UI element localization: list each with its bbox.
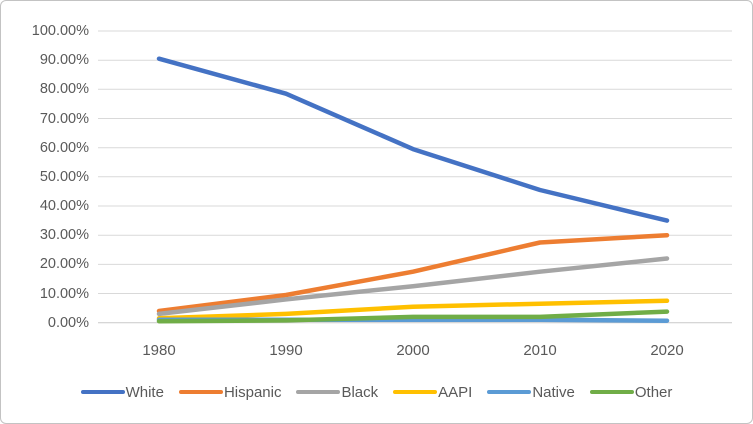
y-tick-label: 40.00% xyxy=(39,198,89,215)
series-line-hispanic xyxy=(156,232,670,314)
legend-item-hispanic: Hispanic xyxy=(178,383,282,401)
legend-swatch-icon xyxy=(296,389,341,395)
legend-label: Hispanic xyxy=(223,383,282,401)
legend-item-white: White xyxy=(80,383,164,401)
legend-item-other: Other xyxy=(589,383,673,401)
legend-label: Native xyxy=(532,383,575,401)
x-tick-label: 1990 xyxy=(269,342,303,359)
legend-label: AAPI xyxy=(438,383,473,401)
legend-item-black: Black xyxy=(296,384,378,401)
legend-swatch-icon xyxy=(80,389,125,395)
legend-swatch-icon xyxy=(487,389,532,395)
legend-swatch-icon xyxy=(393,389,438,395)
legend-swatch-icon xyxy=(589,389,634,395)
legend-item-native: Native xyxy=(487,384,575,401)
series-line-black xyxy=(156,256,670,317)
legend-item-aapi: AAPI xyxy=(393,384,472,401)
series-line-white xyxy=(156,56,670,223)
x-tick-label: 2020 xyxy=(650,342,684,359)
y-tick-label: 100.00% xyxy=(31,23,89,39)
legend-label: Black xyxy=(341,383,379,401)
y-tick-label: 80.00% xyxy=(39,81,89,98)
legend-swatch-icon xyxy=(178,389,223,395)
x-tick-label: 2000 xyxy=(396,342,430,359)
y-tick-label: 90.00% xyxy=(39,52,89,69)
series-line-other xyxy=(156,309,670,324)
legend: White Hispanic Black AAPI Native Other xyxy=(1,380,752,404)
y-tick-label: 0.00% xyxy=(47,314,89,331)
x-tick-label: 1980 xyxy=(142,342,176,359)
y-tick-label: 60.00% xyxy=(39,139,89,156)
y-tick-label: 70.00% xyxy=(39,110,89,127)
y-tick-label: 30.00% xyxy=(39,227,89,244)
y-tick-label: 20.00% xyxy=(39,256,89,273)
legend-label: White xyxy=(125,383,164,401)
legend-label: Other xyxy=(634,383,673,401)
y-tick-label: 10.00% xyxy=(39,285,89,302)
y-tick-label: 50.00% xyxy=(39,168,89,185)
series-line-aapi xyxy=(156,298,670,321)
x-tick-label: 2010 xyxy=(523,342,557,359)
